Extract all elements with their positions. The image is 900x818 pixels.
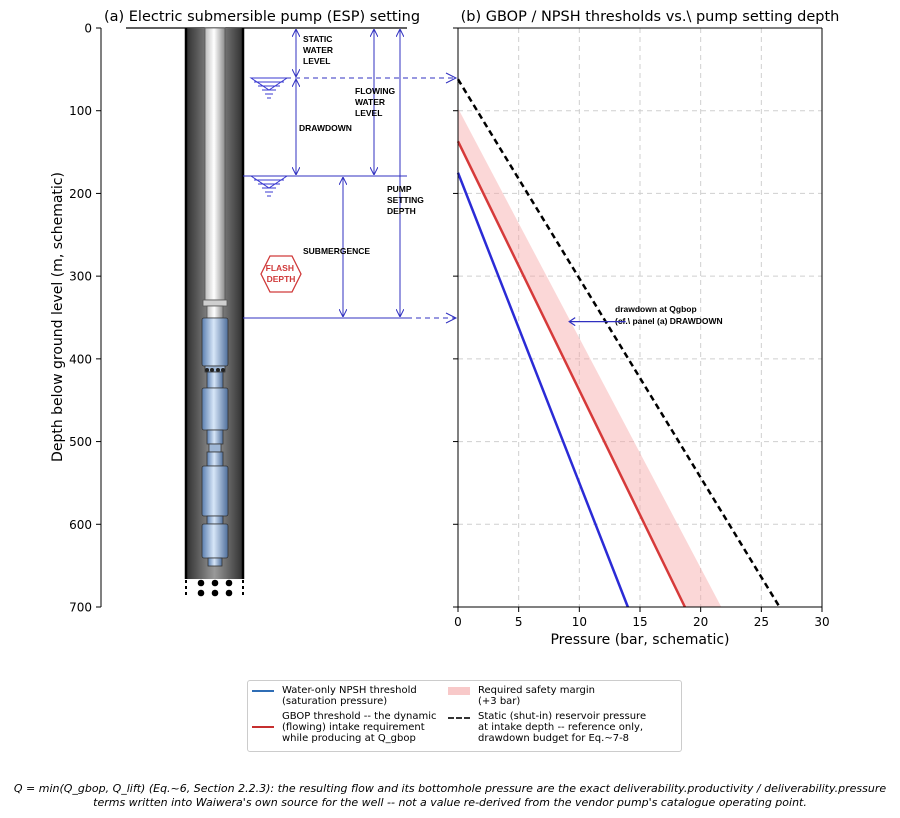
x-tick-label: 0 <box>454 615 462 629</box>
guide-arrow-pump <box>445 312 458 324</box>
casing-perforations <box>185 579 244 598</box>
figure-caption: Q = min(Q_gbop, Q_lift) (Eq.~6, Section … <box>0 782 900 810</box>
legend-item-margin: Required safety margin (+3 bar) <box>448 685 595 707</box>
motor-upper <box>201 465 229 517</box>
panel-b-plot-area <box>456 78 781 608</box>
pump-neck <box>206 305 224 319</box>
panel-a-ytick-label: 200 <box>69 187 92 201</box>
guide-arrow-static <box>445 72 458 84</box>
motor-joint <box>206 515 224 525</box>
safety-margin-band <box>458 108 722 608</box>
panel-a-ytick-label: 400 <box>69 352 92 366</box>
legend-text-static: Static (shut-in) reservoir pressure at i… <box>478 711 647 744</box>
submergence-label: SUBMERGENCE <box>303 246 370 256</box>
panel-b-title: (b) GBOP / NPSH thresholds vs.\ pump set… <box>461 9 840 25</box>
x-tick-label: 15 <box>632 615 647 629</box>
motor-lower <box>201 523 229 559</box>
panel-b-grid <box>458 28 822 607</box>
static-water-level-label: STATIC WATER LEVEL <box>303 34 335 66</box>
legend-key-npsh <box>252 685 274 696</box>
x-tick-label: 30 <box>814 615 829 629</box>
pump-stage-1 <box>201 317 229 367</box>
drawdown-annotation: drawdown at Qgbop (cf.\ panel (a) DRAWDO… <box>568 304 723 327</box>
static-reservoir-pressure-line <box>456 78 781 608</box>
x-tick-label: 20 <box>693 615 708 629</box>
legend-key-margin <box>448 685 470 696</box>
panel-a-ylabel: Depth below ground level (m, schematic) <box>50 172 66 462</box>
panel-b-yticks <box>453 27 458 608</box>
caption-line-1: Q = min(Q_gbop, Q_lift) (Eq.~6, Section … <box>13 782 887 795</box>
legend-text-npsh: Water-only NPSH threshold (saturation pr… <box>282 685 417 707</box>
panel-b-xticks: 0 5 10 15 20 25 30 <box>454 607 830 629</box>
drawdown-arrowhead <box>568 317 576 327</box>
legend-item-npsh: Water-only NPSH threshold (saturation pr… <box>252 685 417 707</box>
pump-setting-depth-label: PUMP SETTING DEPTH <box>387 184 426 216</box>
panel-a-ytick-label: 100 <box>69 104 92 118</box>
x-tick-label: 10 <box>572 615 587 629</box>
drawdown-annotation-line2: (cf.\ panel (a) DRAWDOWN <box>615 316 723 326</box>
esp-assembly <box>201 317 229 567</box>
legend-text-gbop: GBOP threshold -- the dynamic (flowing) … <box>282 711 437 744</box>
flash-depth-hexagon <box>260 255 302 293</box>
panel-b-xlabel: Pressure (bar, schematic) <box>550 632 729 648</box>
legend-item-static: Static (shut-in) reservoir pressure at i… <box>448 711 646 744</box>
caption-line-2: terms written into Waiwera's own source … <box>93 796 807 809</box>
panel-a-title: (a) Electric submersible pump (ESP) sett… <box>104 9 420 25</box>
legend-key-static <box>448 711 470 722</box>
seal-section <box>206 371 224 389</box>
panel-a-ytick-label: 300 <box>69 270 92 284</box>
protector <box>206 429 224 445</box>
gbop-threshold-line <box>456 140 687 608</box>
discharge-head <box>202 299 228 307</box>
flowing-water-level-label: FLOWING WATER LEVEL <box>355 86 398 118</box>
panel-a-ytick-label: 700 <box>69 601 92 615</box>
npsh-threshold-line <box>456 172 630 608</box>
legend: Water-only NPSH threshold (saturation pr… <box>247 680 682 752</box>
production-tubing <box>204 27 226 301</box>
panel-a-ytick-label: 0 <box>84 22 92 36</box>
panel-a-ytick-label: 600 <box>69 518 92 532</box>
motor-head <box>206 451 224 467</box>
drawdown-annotation-line1: drawdown at Qgbop <box>615 304 697 314</box>
x-tick-label: 5 <box>515 615 523 629</box>
x-tick-label: 25 <box>754 615 769 629</box>
static-water-level-symbol <box>249 77 289 99</box>
legend-item-gbop: GBOP threshold -- the dynamic (flowing) … <box>252 711 437 744</box>
pump-stage-2 <box>201 387 229 431</box>
panel-a-ytick-label: 500 <box>69 435 92 449</box>
flowing-water-level-symbol <box>249 175 289 197</box>
sensor-base <box>207 557 223 567</box>
flash-depth-label: FLASH DEPTH <box>266 263 297 284</box>
coupling <box>208 443 222 453</box>
legend-key-gbop <box>252 711 274 728</box>
drawdown-label: DRAWDOWN <box>299 123 352 133</box>
panel-a-yticks: 0 100 200 300 400 500 600 700 <box>69 22 101 615</box>
legend-text-margin: Required safety margin (+3 bar) <box>478 685 595 707</box>
flash-depth-marker: FLASH DEPTH <box>260 255 302 293</box>
